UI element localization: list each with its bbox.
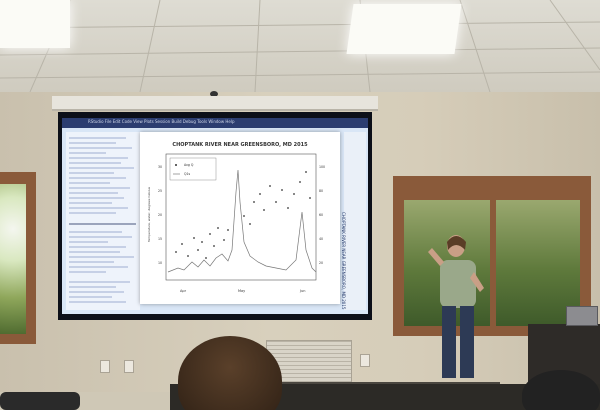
wall-outlet-2 xyxy=(124,360,134,373)
projector-screen-housing xyxy=(52,96,378,111)
ceiling-light-right xyxy=(346,4,462,54)
plots-pane: CHOPTANK RIVER NEAR GREENSBORO, MD 2015 xyxy=(341,132,366,310)
plot-window: CHOPTANK RIVER NEAR GREENSBORO, MD 2015 … xyxy=(140,132,340,304)
ceiling-grid xyxy=(0,0,600,92)
legend-label-1: Avg Q xyxy=(184,163,194,167)
y-tick-left-3: 20 xyxy=(158,213,162,217)
laptop xyxy=(566,306,598,326)
x-tick-1: Apr xyxy=(180,289,187,293)
discharge-line xyxy=(167,169,317,273)
y-tick-left-4: 15 xyxy=(158,237,162,241)
plots-pane-title: CHOPTANK RIVER NEAR GREENSBORO, MD 2015 xyxy=(341,212,346,310)
plot-canvas: Avg Q Q1s Apr May Jun 30 25 20 15 10 100… xyxy=(147,153,325,293)
y-tick-right-3: 60 xyxy=(319,213,323,217)
audience-head-center xyxy=(178,336,282,410)
y-tick-right-1: 100 xyxy=(319,165,325,169)
ceiling xyxy=(0,0,600,92)
wall-outlet-3 xyxy=(360,354,370,367)
wall-outlet-1 xyxy=(100,360,110,373)
legend-label-2: Q1s xyxy=(184,172,191,176)
plot-title: CHOPTANK RIVER NEAR GREENSBORO, MD 2015 xyxy=(172,142,308,148)
plot-frame xyxy=(165,153,317,281)
y-tick-right-5: 20 xyxy=(319,261,323,265)
projector xyxy=(210,91,218,97)
menubar: RStudio File Edit Code View Plots Sessio… xyxy=(62,118,368,128)
x-tick-3: Jun xyxy=(299,289,305,293)
y-tick-right-2: 80 xyxy=(319,189,323,193)
code-editor-pane xyxy=(66,132,140,310)
ceiling-light-left xyxy=(0,0,70,48)
audience-head-right xyxy=(522,370,600,410)
x-tick-2: May xyxy=(238,289,245,293)
presenter xyxy=(428,235,484,378)
y-tick-left-2: 25 xyxy=(158,189,162,193)
audience-chair-left xyxy=(0,392,80,410)
y-tick-left-1: 30 xyxy=(158,165,162,169)
legend-box xyxy=(169,157,217,181)
y-tick-right-4: 40 xyxy=(319,237,323,241)
scatter-points xyxy=(175,171,311,259)
legend-marker-1 xyxy=(175,164,177,166)
y-tick-left-5: 10 xyxy=(158,261,162,265)
y-axis-label: Temperature, water, degrees Celsius xyxy=(147,187,151,243)
code-lines xyxy=(69,137,136,303)
right-window-glass-right xyxy=(496,200,580,326)
menubar-text: RStudio File Edit Code View Plots Sessio… xyxy=(88,119,235,124)
left-window-glass xyxy=(0,184,26,334)
